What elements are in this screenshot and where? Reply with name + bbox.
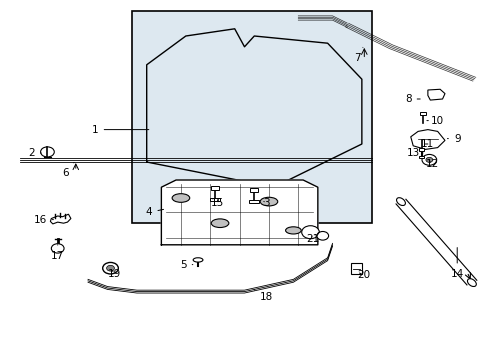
Text: 12: 12 [425,159,439,169]
Ellipse shape [396,198,405,206]
Ellipse shape [285,227,301,234]
Text: 21: 21 [305,234,319,244]
Text: 9: 9 [447,134,460,144]
Circle shape [106,265,114,271]
Text: 11: 11 [420,139,434,149]
Polygon shape [395,199,476,285]
Bar [250,188,258,192]
Circle shape [301,226,319,239]
Polygon shape [161,180,317,245]
Bar [419,112,425,115]
Bar [211,186,219,190]
Bar [249,200,259,203]
Text: 10: 10 [426,116,443,126]
Ellipse shape [211,219,228,228]
Text: 14: 14 [449,248,463,279]
Ellipse shape [172,194,189,202]
Text: 8: 8 [404,94,419,104]
Text: 19: 19 [108,269,122,279]
Bar [210,198,220,201]
Text: 1: 1 [92,125,148,135]
Circle shape [425,157,432,162]
Circle shape [421,154,436,165]
Polygon shape [427,89,444,100]
Text: 20: 20 [357,270,370,280]
Text: 4: 4 [145,207,163,217]
Text: 5: 5 [180,260,192,270]
Text: 18: 18 [254,290,273,302]
Ellipse shape [467,279,475,287]
Polygon shape [50,214,71,224]
Circle shape [316,231,328,240]
Ellipse shape [193,258,203,262]
Bar [350,263,361,274]
Text: 16: 16 [33,215,53,225]
Text: 6: 6 [62,162,74,178]
Text: 17: 17 [51,245,64,261]
Text: 7: 7 [353,48,362,63]
Circle shape [51,244,64,253]
Polygon shape [410,130,444,149]
Bar [418,148,424,151]
Circle shape [41,147,54,157]
Text: 13: 13 [406,148,422,158]
Text: 2: 2 [28,148,41,158]
Text: 3: 3 [263,198,269,208]
Text: 15: 15 [210,198,224,208]
Bar [132,11,371,223]
Bar [418,156,424,158]
Ellipse shape [260,197,277,206]
